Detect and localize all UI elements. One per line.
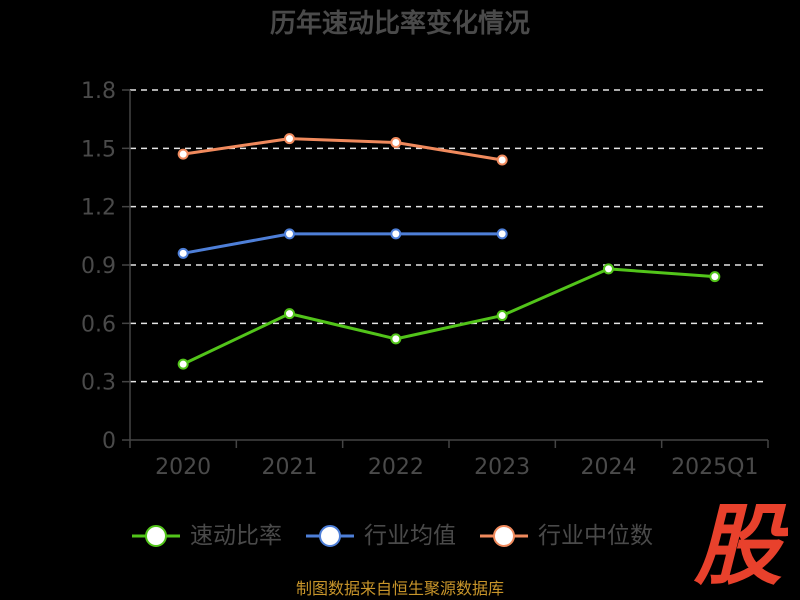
data-point-2	[284, 228, 295, 240]
legend-label: 行业均值	[364, 523, 456, 549]
legend-swatch-icon	[306, 525, 354, 547]
x-tick-label: 2021	[262, 455, 318, 480]
data-point-1	[284, 308, 295, 320]
legend-swatch-icon	[480, 525, 528, 547]
chart-title: 历年速动比率变化情况	[269, 9, 530, 39]
y-tick-label: 0	[102, 429, 116, 454]
series-line-3	[181, 137, 504, 162]
legend-item-1[interactable]: 速动比率	[130, 523, 282, 549]
data-point-1	[709, 271, 721, 283]
x-tick-label: 2025Q1	[671, 455, 758, 480]
x-tick-label: 2023	[474, 455, 530, 480]
y-tick-label: 0.6	[81, 312, 116, 337]
data-point-3	[177, 148, 189, 160]
data-point-1	[177, 358, 189, 370]
x-tick-label: 2020	[155, 455, 211, 480]
series-line-1	[181, 267, 717, 366]
y-tick-label: 1.5	[81, 137, 116, 162]
y-tick-label: 1.8	[81, 79, 116, 104]
data-point-2	[177, 247, 189, 259]
y-tick-label: 1.2	[81, 196, 116, 221]
legend: 速动比率 行业均值 行业中位数	[130, 518, 653, 554]
data-point-3	[284, 133, 295, 145]
brand-logo: 股	[693, 494, 788, 590]
legend-label: 行业中位数	[538, 523, 653, 549]
legend-label: 速动比率	[190, 523, 282, 549]
legend-item-2[interactable]: 行业均值	[304, 523, 456, 549]
data-point-2	[496, 228, 508, 240]
y-tick-label: 0.9	[81, 254, 116, 279]
source-note: 制图数据来自恒生聚源数据库	[295, 579, 504, 598]
data-point-1	[603, 263, 614, 275]
data-point-1	[390, 333, 402, 345]
series-line-2	[181, 232, 504, 255]
x-tick-label: 2022	[368, 455, 424, 480]
legend-item-3[interactable]: 行业中位数	[478, 523, 653, 549]
legend-swatch-icon	[132, 525, 180, 547]
data-point-1	[496, 310, 508, 322]
data-point-2	[390, 228, 402, 240]
data-point-3	[390, 137, 402, 148]
data-point-3	[496, 154, 508, 166]
brand-logo-glyph: 股	[693, 494, 788, 590]
y-tick-label: 0.3	[81, 371, 116, 396]
x-tick-label: 2024	[581, 455, 637, 480]
